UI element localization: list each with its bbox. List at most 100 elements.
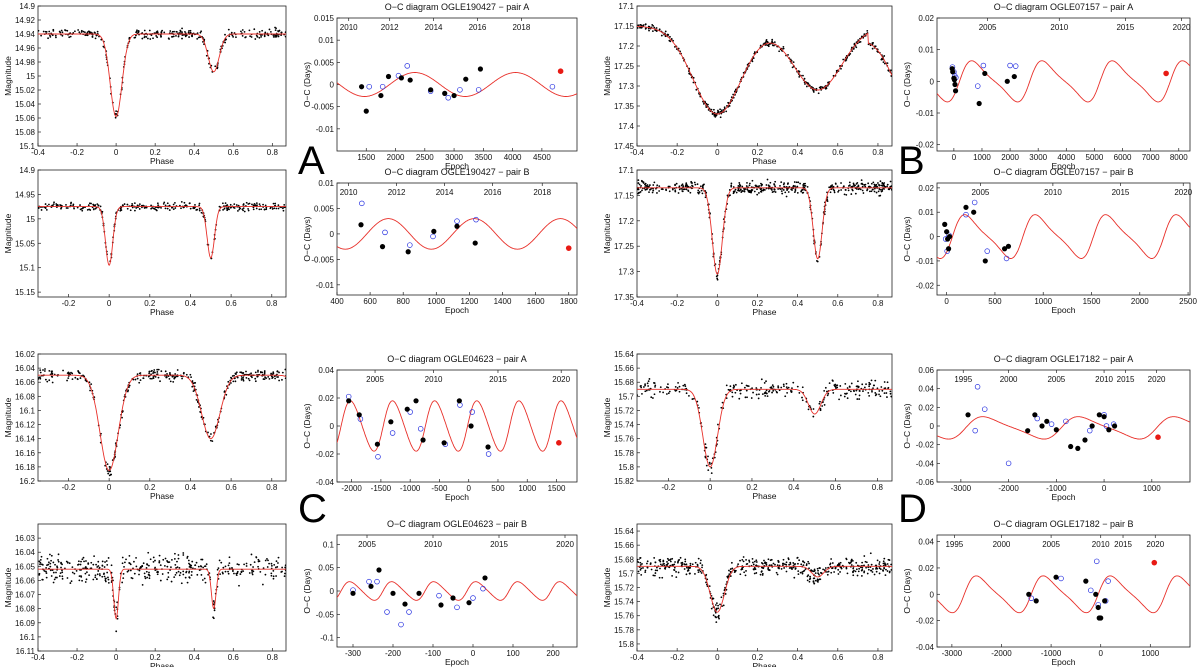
data-point <box>156 371 159 373</box>
data-point <box>845 193 848 196</box>
data-point <box>196 37 199 40</box>
data-point <box>637 188 640 191</box>
data-point <box>60 566 62 569</box>
data-point <box>94 207 97 210</box>
year-tick-label: 2018 <box>533 188 551 197</box>
data-point <box>658 190 661 192</box>
data-point <box>235 204 238 206</box>
data-point <box>678 385 681 388</box>
data-point <box>681 561 684 564</box>
data-point <box>665 393 668 395</box>
new-minimum-point <box>556 440 562 446</box>
data-point <box>881 389 884 392</box>
data-point <box>267 559 269 562</box>
data-point <box>837 189 840 192</box>
data-point <box>712 108 715 111</box>
data-point <box>737 563 740 566</box>
data-point <box>136 377 139 380</box>
data-point <box>827 392 830 395</box>
fit-curve <box>937 60 1190 103</box>
y-tick-label: 16.04 <box>15 364 36 373</box>
data-point <box>803 561 806 564</box>
data-point <box>853 184 856 187</box>
secondary-minimum-point <box>480 585 486 592</box>
data-point <box>67 377 70 380</box>
data-point <box>125 558 127 561</box>
data-point <box>715 621 718 624</box>
x-axis-label: Phase <box>752 661 776 667</box>
data-point <box>681 183 684 186</box>
secondary-minimum-point <box>1058 575 1064 582</box>
data-point <box>882 560 885 563</box>
y-tick-label: 15.1 <box>19 264 35 273</box>
data-point <box>136 29 138 32</box>
data-point <box>48 203 50 206</box>
year-tick-label: 2010 <box>340 188 358 197</box>
data-point <box>883 567 886 570</box>
data-point <box>813 568 816 571</box>
data-point <box>248 572 251 574</box>
data-point <box>776 573 779 576</box>
y-tick-label: -0.02 <box>916 281 935 290</box>
data-point <box>859 188 862 191</box>
data-point <box>769 564 771 567</box>
data-point <box>737 189 739 192</box>
data-point <box>755 572 758 574</box>
data-point <box>150 377 153 380</box>
x-tick-label: 1000 <box>973 153 991 162</box>
data-point <box>80 560 82 563</box>
data-point <box>699 559 702 562</box>
data-point <box>838 563 841 566</box>
data-point <box>45 209 48 211</box>
y-tick-label: 15 <box>26 72 35 81</box>
data-point <box>763 392 766 395</box>
data-point <box>127 569 130 572</box>
data-point <box>798 75 801 78</box>
data-point <box>761 574 764 576</box>
data-point <box>861 383 864 386</box>
chart-title: O−C diagram OGLE04623 − pair B <box>387 519 527 529</box>
year-tick-label: 2005 <box>358 540 376 549</box>
x-axis-label: Epoch <box>1051 305 1075 315</box>
data-point <box>802 570 805 573</box>
data-point <box>80 207 83 210</box>
data-point <box>746 396 748 399</box>
data-point <box>717 616 720 619</box>
data-point <box>123 565 125 568</box>
data-point <box>127 389 130 392</box>
data-point <box>145 567 148 569</box>
x-tick-label: 1400 <box>494 297 512 306</box>
data-point <box>705 581 707 584</box>
data-point <box>200 30 203 33</box>
data-point <box>38 29 40 32</box>
data-point <box>259 371 262 373</box>
data-point <box>666 557 669 560</box>
data-point <box>668 566 670 569</box>
data-point <box>232 36 235 38</box>
data-point <box>683 188 686 191</box>
x-tick-label: 0.4 <box>189 148 201 157</box>
data-point <box>653 26 656 29</box>
data-point <box>658 576 661 579</box>
data-point <box>765 563 768 566</box>
year-tick-label: 2012 <box>381 23 399 32</box>
data-point <box>231 34 234 37</box>
data-point <box>150 207 153 210</box>
data-point <box>264 559 267 562</box>
fit-curve <box>337 72 577 97</box>
year-tick-label: 2012 <box>388 188 406 197</box>
data-point <box>205 563 208 566</box>
primary-minimum-point <box>468 423 474 429</box>
data-point <box>728 569 730 572</box>
data-point <box>773 183 776 185</box>
data-point <box>55 571 57 574</box>
data-point <box>733 571 736 574</box>
data-point <box>231 566 233 569</box>
data-point <box>669 560 672 563</box>
data-point <box>872 384 875 387</box>
data-point <box>762 189 765 192</box>
data-point <box>850 558 853 561</box>
data-point <box>785 382 788 385</box>
data-point <box>41 578 44 581</box>
data-point <box>190 574 193 577</box>
